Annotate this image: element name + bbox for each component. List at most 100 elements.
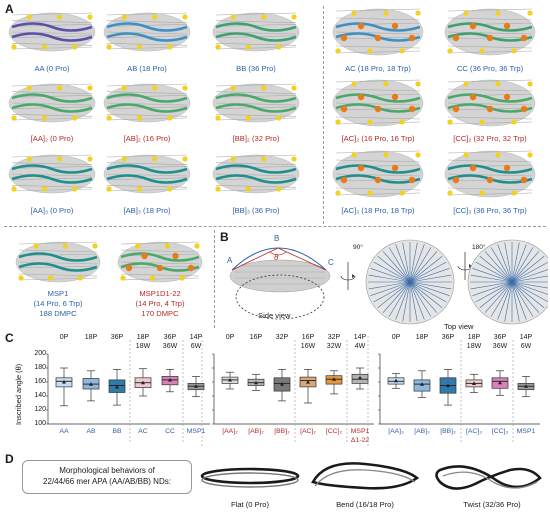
msp-label-MSP1-line-1: (14 Pro, 6 Trp) (33, 299, 83, 308)
box-mean-marker (115, 384, 119, 389)
structure-label-BB: BB (36 Pro) (236, 64, 276, 73)
box-top-label: 0P (59, 334, 69, 341)
flat-ring-shape (200, 467, 300, 488)
box-category-label: MSP1 (186, 428, 206, 435)
box-top-label: 14P (519, 334, 533, 341)
box-mean-marker (358, 375, 362, 380)
twist-ring-shape (435, 465, 542, 490)
separator-vertical-top (323, 6, 324, 224)
box-mean-marker (394, 378, 398, 383)
nanodisc-structure-MSP1 (15, 241, 101, 283)
box-top-label-2: 6W (520, 343, 532, 350)
y-tick-label: 200 (34, 350, 46, 357)
structure-label-CC: CC (36 Pro, 36 Trp) (456, 64, 524, 73)
nanodisc-structure-CC (444, 8, 536, 56)
structure-label-AA2: [AA]₂ (0 Pro) (30, 134, 74, 143)
structure-label-CC2: [CC]₂ (32 Pro, 32 Trp) (453, 134, 527, 143)
side-view-nanodisc (229, 259, 331, 320)
box-top-label: 36P (110, 334, 124, 341)
nanodisc-structure-AB3 (103, 154, 191, 194)
msp-label-MSP1D1-line-2: 170 DMPC (141, 309, 179, 318)
nanodisc-structure-MSP1D1 (117, 241, 203, 283)
msp-label-MSP1D1-line-0: MSP1D1-22 (139, 289, 181, 298)
box-top-label: 0P (225, 334, 235, 341)
nanodisc-structure-CC2 (444, 79, 536, 127)
line-a-b (231, 247, 279, 271)
box-category-label: [AA]₂ (222, 428, 238, 435)
box-mean-marker (228, 377, 232, 382)
box-top-label: 32P (327, 334, 341, 341)
morphology-description-line-1: Morphological behaviors of (59, 466, 155, 475)
panel-b-diagram (229, 239, 548, 325)
nanodisc-structure-AC3 (332, 150, 424, 198)
box-category-label: [AB]₃ (414, 428, 430, 435)
box-top-label: 16P (301, 334, 315, 341)
box-top-label-2: 4W (354, 343, 366, 350)
structure-label-AC2: [AC]₂ (16 Pro, 16 Trp) (341, 134, 415, 143)
box-top-label: 0P (391, 334, 401, 341)
bend-shape-label: Bend (16/18 Pro) (336, 500, 394, 509)
box-top-label-2: 18W (466, 343, 482, 350)
box-mean-marker (446, 383, 450, 388)
panel-letter-a: A (5, 2, 14, 16)
point-a-label: A (227, 256, 233, 265)
top-view-label: Top view (444, 322, 474, 331)
box-top-label-2: 36W (162, 343, 178, 350)
box-category-label: [AA]₃ (388, 428, 404, 435)
box-mean-marker (194, 384, 198, 388)
box-category-label: AA (59, 428, 69, 435)
box-category-label: [BB]₂ (274, 428, 290, 435)
y-tick-label: 140 (34, 392, 46, 399)
nanodisc-structure-AC (332, 8, 424, 56)
box-top-label: 36P (163, 334, 177, 341)
box-mean-marker (168, 377, 172, 382)
box-mean-marker (306, 380, 310, 384)
nanodisc-structure-AA3 (8, 154, 96, 194)
panel-letter-c: C (5, 331, 14, 345)
y-tick-label: 180 (34, 364, 46, 371)
box-mean-marker (332, 377, 336, 381)
box-top-label-2: 18W (135, 343, 151, 350)
y-tick-label: 120 (34, 406, 46, 413)
box-mean-marker (254, 380, 258, 385)
flat-shape-label: Flat (0 Pro) (231, 500, 269, 509)
top-view-nanodisc-2 (467, 239, 548, 325)
rot-180-label: 180° (472, 244, 486, 251)
rotate-90-arrow-icon (340, 262, 356, 290)
structure-label-AB2: [AB]₂ (16 Pro) (123, 134, 171, 143)
box-mean-marker (89, 382, 93, 386)
box-category-label: MSP1 (350, 428, 370, 435)
box-category-label: BB (112, 428, 122, 435)
box-top-label-2: 16W (300, 343, 316, 350)
box-category-label: [CC]₂ (325, 428, 343, 435)
nanodisc-structure-CC3 (444, 150, 536, 198)
box-category-label: AB (86, 428, 96, 435)
theta-label: θ (274, 253, 279, 262)
panel-letter-b: B (220, 230, 229, 244)
box-top-label: 18P (415, 334, 429, 341)
nanodisc-structure-AA (8, 12, 96, 52)
box-top-label-2: 6W (190, 343, 202, 350)
line-b-c (277, 247, 327, 271)
top-view-nanodisc-1 (365, 239, 455, 325)
box-category-label: [AC]₂ (300, 428, 316, 435)
structure-label-BB2: [BB]₂ (32 Pro) (232, 134, 280, 143)
nanodisc-structure-AB (103, 12, 191, 52)
box-category-label: AC (138, 428, 148, 435)
morphology-description-box: Morphological behaviors of 22/44/66 mer … (22, 460, 192, 494)
nanodisc-structure-AC2 (332, 79, 424, 127)
box-top-label: 14P (353, 334, 367, 341)
point-b-label: B (274, 234, 280, 243)
panel-letter-d: D (5, 452, 14, 466)
nanodisc-structure-BB3 (212, 154, 300, 194)
morphology-description-line-2: 22/44/66 mer APA (AA/AB/BB) NDs: (43, 477, 171, 486)
y-tick-label: 100 (34, 420, 46, 427)
structure-label-AC3: [AC]₃ (18 Pro, 18 Trp) (341, 206, 415, 215)
nanodisc-structure-BB (212, 12, 300, 52)
structure-label-AB3: [AB]₃ (18 Pro) (123, 206, 171, 215)
msp-label-MSP1D1-line-1: (14 Pro, 4 Trp) (135, 299, 185, 308)
box-category-label-2: Δ1-22 (350, 437, 370, 444)
angle-arc (269, 251, 287, 256)
box-category-label: [AC]₃ (466, 428, 482, 435)
